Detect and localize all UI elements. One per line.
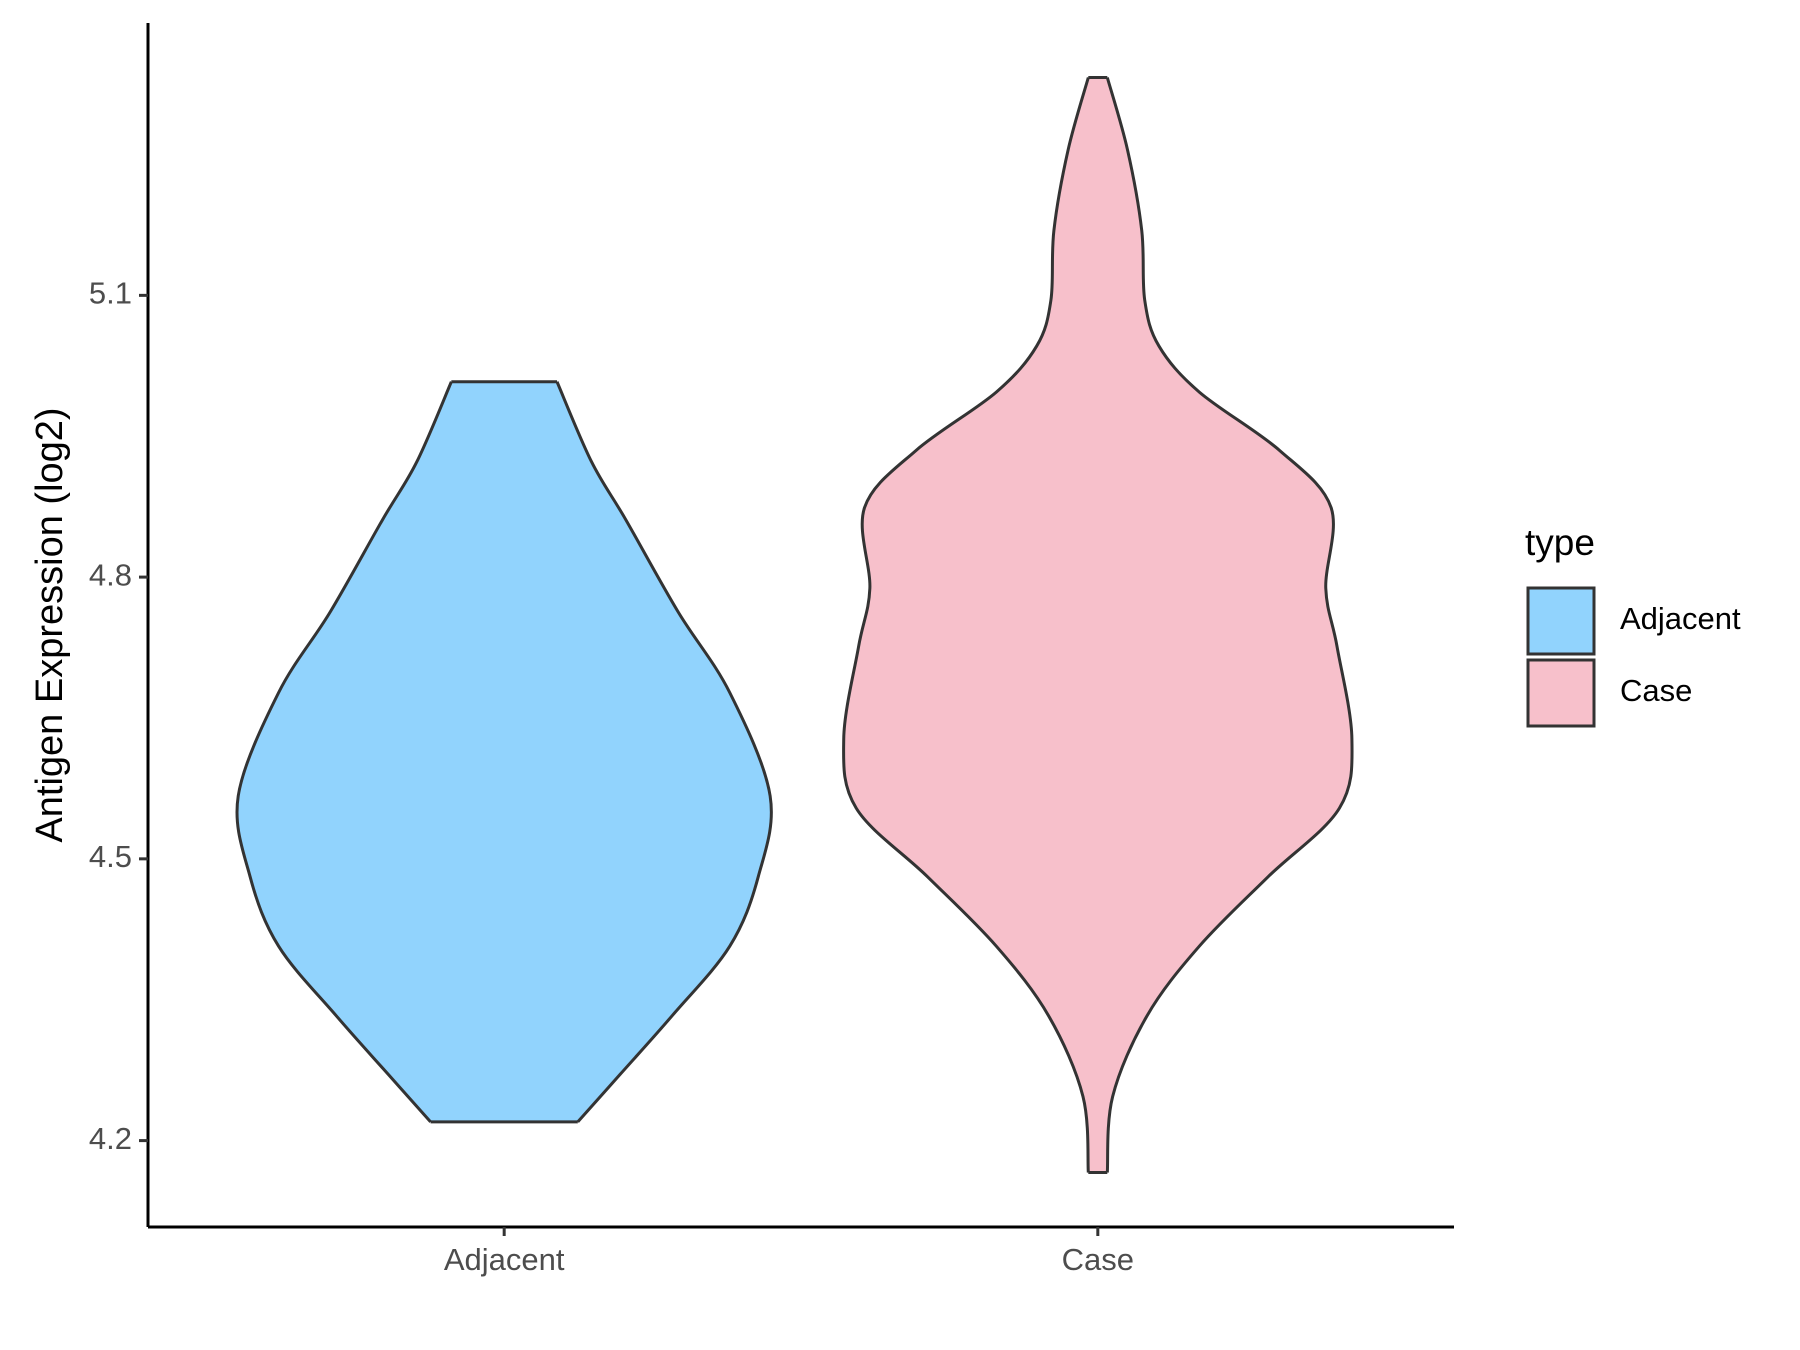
violin-body bbox=[236, 381, 772, 1122]
y-tick-label: 4.5 bbox=[89, 839, 132, 874]
x-tick-label: Case bbox=[1062, 1242, 1134, 1277]
legend-label: Adjacent bbox=[1620, 601, 1741, 636]
y-tick-label: 5.1 bbox=[89, 276, 132, 311]
legend-label: Case bbox=[1620, 673, 1692, 708]
y-tick-label: 4.2 bbox=[89, 1121, 132, 1156]
y-tick-label: 4.8 bbox=[89, 557, 132, 592]
violin-outline-right bbox=[555, 381, 773, 1123]
violin-outline-left bbox=[842, 77, 1090, 1173]
y-axis-label: Antigen Expression (log2) bbox=[29, 407, 71, 842]
violin-outline-left bbox=[235, 381, 453, 1123]
violin-outline-right bbox=[1105, 77, 1354, 1173]
legend-title: type bbox=[1525, 522, 1595, 563]
violin-body bbox=[843, 77, 1353, 1173]
legend-key bbox=[1526, 658, 1596, 728]
legend-key bbox=[1526, 586, 1596, 656]
x-tick-label: Adjacent bbox=[444, 1242, 565, 1277]
